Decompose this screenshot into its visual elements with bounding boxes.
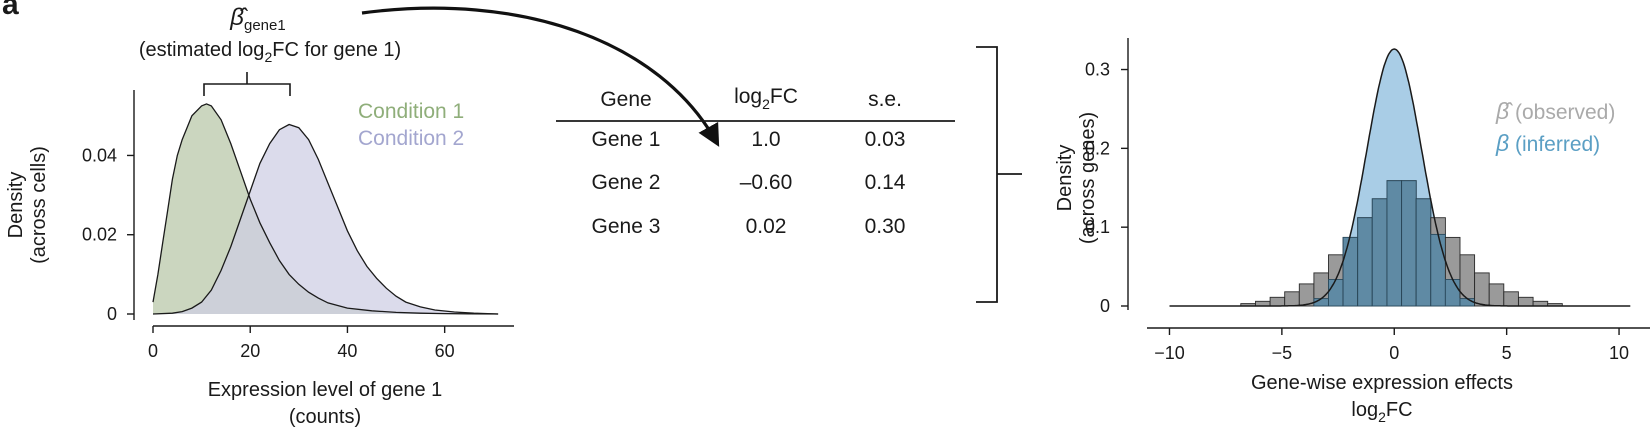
effects-histogram-chart: 0 0.1 0.2 0.3 −10 −5 0 5 10 Gene-wise expression … (1054, 38, 1650, 425)
histogram-overlap-bar (1386, 180, 1403, 307)
legend-symbol: β̂ (1495, 98, 1513, 124)
x-tick-label: 20 (240, 341, 260, 361)
x-tick-label: 40 (337, 341, 357, 361)
condition-1-curve (152, 103, 499, 315)
condition-2-curve (152, 123, 499, 315)
table-row: Gene 2 –0.60 0.14 (592, 171, 906, 194)
cell-se: 0.03 (865, 128, 906, 151)
histogram-overlap-bar (1430, 233, 1446, 307)
results-table: Gene log2FC s.e. Gene 1 1.0 0.03 Gene 2 … (556, 85, 955, 238)
histogram-bar (1474, 272, 1490, 307)
x-tick-label: −10 (1154, 343, 1185, 363)
cell-gene: Gene 1 (592, 128, 661, 151)
histogram-bar (1284, 291, 1300, 307)
x-tick-label: 60 (435, 341, 455, 361)
x-axis-label-units: log2FC (1351, 399, 1412, 425)
grouping-bracket (976, 46, 1022, 303)
y-axis-label: (across genes) (1077, 112, 1099, 244)
x-axis-label: Gene-wise expression effects (1251, 372, 1513, 394)
expression-density-chart: 0 0.02 0.04 0 20 40 60 Expression level of gene… (5, 90, 514, 428)
x-tick-label: 0 (1389, 343, 1399, 363)
header-gene: Gene (600, 88, 651, 111)
histogram-overlap-bar (1444, 279, 1461, 307)
legend-inferred: β (inferred) (1495, 130, 1600, 156)
inferred-density-curve (1169, 48, 1631, 307)
y-axis-label: Density (5, 172, 27, 239)
x-tick-label: 0 (148, 341, 158, 361)
cell-log2fc: –0.60 (740, 171, 793, 194)
legend-text: (inferred) (1509, 133, 1600, 156)
x-tick-label: 10 (1609, 343, 1629, 363)
histogram-overlap-bar (1401, 180, 1417, 307)
histogram-overlap-bar (1357, 217, 1373, 307)
beta-hat-subscript: gene1 (244, 17, 286, 34)
y-tick-label: 0.2 (1085, 138, 1110, 158)
curved-arrow (361, 6, 720, 147)
table-row: Gene 3 0.02 0.30 (592, 215, 906, 238)
y-tick-label: 0.04 (82, 145, 117, 165)
inferred-density-area (1169, 49, 1631, 306)
cell-gene: Gene 3 (592, 215, 661, 238)
legend-condition-1: Condition 1 (358, 100, 464, 123)
histogram-overlap-bar (1342, 236, 1359, 307)
y-axis-label: (across cells) (28, 146, 50, 264)
beta-hat-description: (estimated log2FC for gene 1) (139, 39, 401, 65)
x-tick-label: −5 (1272, 343, 1293, 363)
histogram-overlap-bar (1371, 198, 1388, 307)
beta-annotation: β̂gene1 (estimated log2FC for gene 1) (139, 4, 401, 96)
cell-gene: Gene 2 (592, 171, 661, 194)
y-tick-label: 0.3 (1085, 60, 1110, 80)
histogram-bar (1518, 296, 1534, 307)
x-axis-label: Expression level of gene 1 (208, 379, 443, 401)
beta-hat-symbol: β̂ (229, 4, 248, 31)
x-axis-label: (counts) (289, 406, 361, 428)
legend-observed: β̂ (observed) (1495, 98, 1615, 124)
histogram-bar (1269, 296, 1286, 307)
panel-label: a (2, 0, 19, 21)
y-tick-label: 0 (107, 304, 117, 324)
cell-log2fc: 0.02 (746, 215, 787, 238)
legend-condition-2: Condition 2 (358, 127, 464, 150)
cell-log2fc: 1.0 (751, 128, 780, 151)
condition-2-area (153, 124, 499, 314)
y-tick-label: 0.02 (82, 225, 117, 245)
x-axis-units-suffix: FC (1386, 399, 1413, 421)
x-tick-label: 5 (1502, 343, 1512, 363)
cell-se: 0.30 (865, 215, 906, 238)
y-axis-label: Density (1054, 145, 1076, 212)
cell-se: 0.14 (865, 171, 906, 194)
histogram-overlap-bar (1415, 198, 1432, 307)
x-axis-units-base: log (1351, 399, 1378, 421)
beta-hat-label: β̂gene1 (229, 4, 285, 34)
y-tick-label: 0 (1100, 296, 1110, 316)
y-tick-label: 0.1 (1085, 217, 1110, 237)
x-axis-units-subscript: 2 (1378, 409, 1386, 425)
legend-symbol: β (1495, 130, 1509, 156)
mode-difference-bracket (203, 72, 291, 96)
histogram-bar (1503, 291, 1519, 307)
legend-text: (observed) (1509, 101, 1615, 124)
histogram-bar (1488, 283, 1505, 307)
header-log2fc: log2FC (734, 85, 798, 112)
table-row: Gene 1 1.0 0.03 (592, 128, 906, 151)
header-se: s.e. (868, 88, 902, 111)
histogram-overlap-bar (1328, 279, 1344, 307)
